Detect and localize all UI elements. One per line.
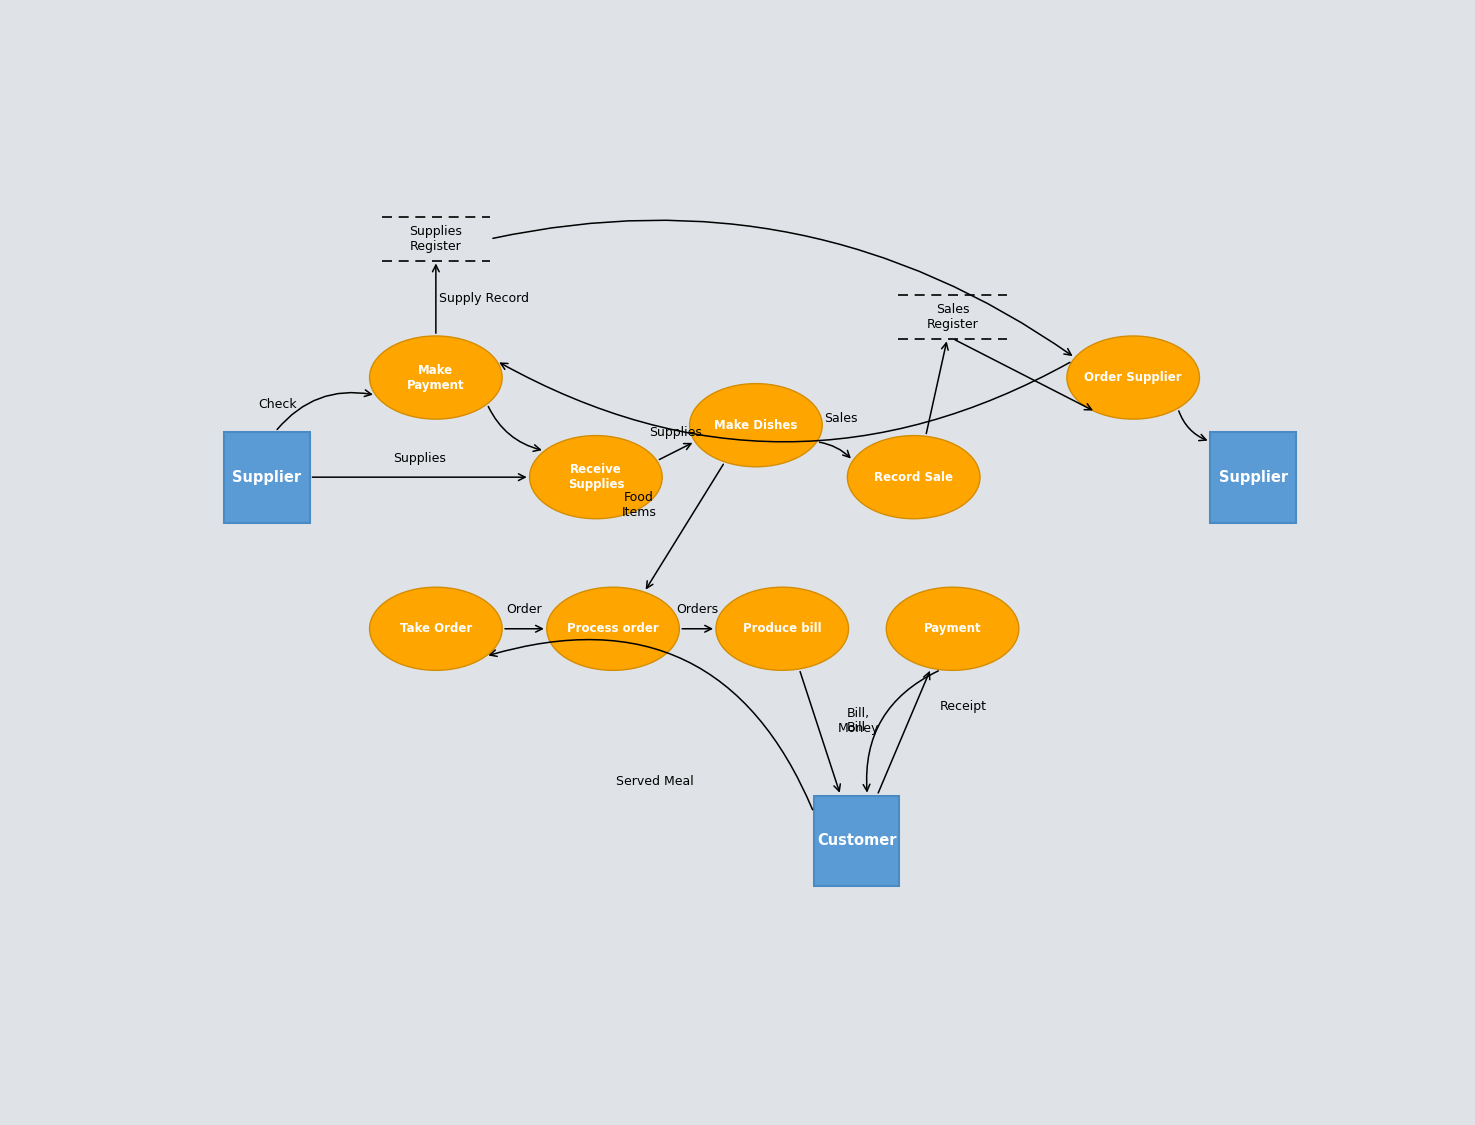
Text: Make Dishes: Make Dishes	[714, 418, 798, 432]
FancyBboxPatch shape	[814, 795, 900, 887]
Text: Orders: Orders	[677, 603, 718, 616]
Text: Supplier: Supplier	[232, 469, 301, 485]
Ellipse shape	[370, 336, 502, 420]
Text: Produce bill: Produce bill	[743, 622, 822, 636]
Text: Supply Record: Supply Record	[440, 291, 530, 305]
Text: Check: Check	[258, 398, 296, 412]
Text: Served Meal: Served Meal	[617, 775, 695, 789]
Text: Receipt: Receipt	[940, 700, 987, 713]
Text: Order: Order	[506, 603, 543, 616]
Text: Supplies
Register: Supplies Register	[410, 225, 462, 253]
Text: Record Sale: Record Sale	[875, 470, 953, 484]
Text: Supplies: Supplies	[394, 451, 445, 465]
Text: Receive
Supplies: Receive Supplies	[568, 464, 624, 492]
Text: Food
Items: Food Items	[621, 492, 656, 520]
Text: Take Order: Take Order	[400, 622, 472, 636]
Ellipse shape	[690, 384, 822, 467]
Text: Sales: Sales	[823, 412, 857, 425]
Ellipse shape	[370, 587, 502, 670]
FancyBboxPatch shape	[1211, 432, 1297, 523]
Text: Supplies: Supplies	[649, 425, 702, 439]
Text: Supplier: Supplier	[1218, 469, 1288, 485]
Text: Bill: Bill	[847, 721, 866, 735]
Text: Customer: Customer	[817, 834, 897, 848]
Text: Payment: Payment	[923, 622, 981, 636]
Text: Bill,
Money: Bill, Money	[838, 708, 879, 736]
Text: Order Supplier: Order Supplier	[1084, 371, 1181, 384]
Ellipse shape	[715, 587, 848, 670]
Ellipse shape	[547, 587, 680, 670]
Ellipse shape	[886, 587, 1019, 670]
Ellipse shape	[847, 435, 979, 519]
Ellipse shape	[530, 435, 662, 519]
Ellipse shape	[1066, 336, 1199, 420]
Text: Sales
Register: Sales Register	[926, 303, 978, 331]
Text: Make
Payment: Make Payment	[407, 363, 465, 391]
Text: Process order: Process order	[568, 622, 659, 636]
FancyBboxPatch shape	[224, 432, 310, 523]
